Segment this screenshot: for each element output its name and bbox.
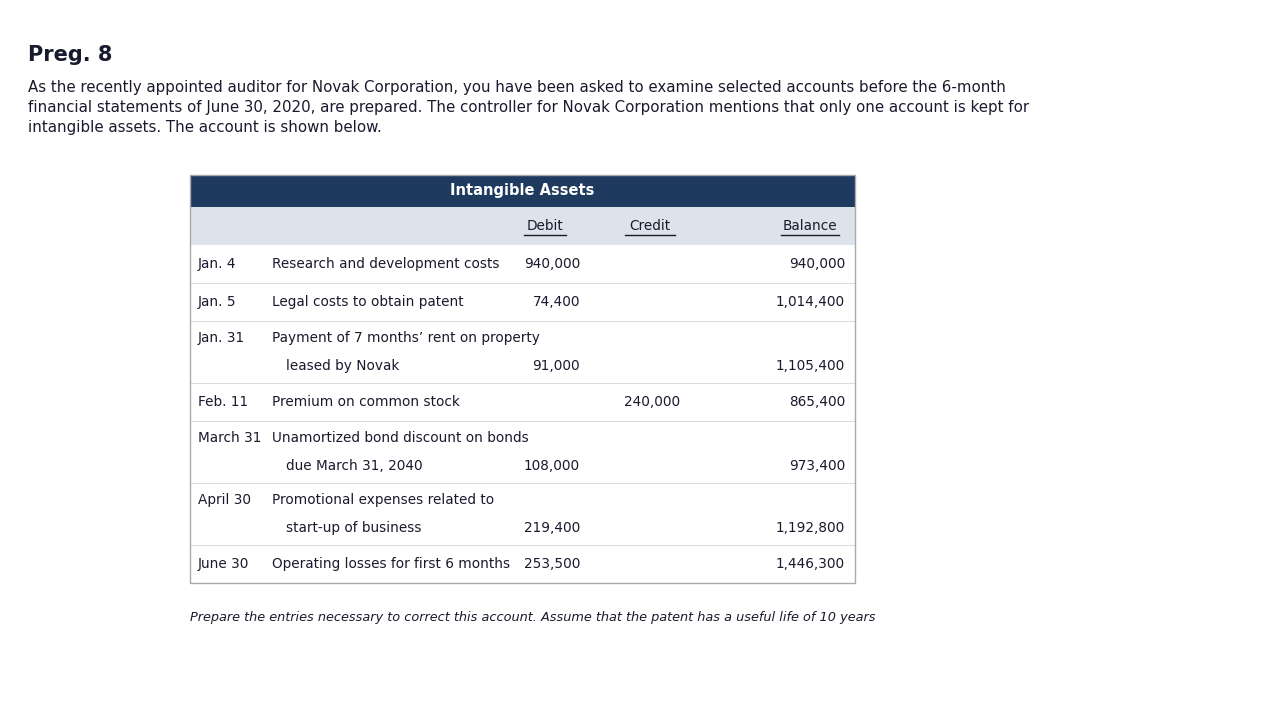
Text: As the recently appointed auditor for Novak Corporation, you have been asked to : As the recently appointed auditor for No… bbox=[28, 80, 1006, 95]
Text: 74,400: 74,400 bbox=[532, 295, 580, 309]
Text: start-up of business: start-up of business bbox=[285, 521, 421, 535]
Text: Balance: Balance bbox=[782, 219, 837, 233]
Text: intangible assets. The account is shown below.: intangible assets. The account is shown … bbox=[28, 120, 381, 135]
FancyBboxPatch shape bbox=[189, 175, 855, 207]
Text: Jan. 4: Jan. 4 bbox=[198, 257, 237, 271]
Text: June 30: June 30 bbox=[198, 557, 250, 571]
Text: April 30: April 30 bbox=[198, 493, 251, 508]
Text: 1,446,300: 1,446,300 bbox=[776, 557, 845, 571]
FancyBboxPatch shape bbox=[189, 321, 855, 383]
Text: 1,014,400: 1,014,400 bbox=[776, 295, 845, 309]
Text: leased by Novak: leased by Novak bbox=[285, 359, 399, 373]
Text: Jan. 31: Jan. 31 bbox=[198, 331, 246, 346]
Text: Preg. 8: Preg. 8 bbox=[28, 45, 113, 65]
Text: Debit: Debit bbox=[526, 219, 563, 233]
Text: 91,000: 91,000 bbox=[532, 359, 580, 373]
Text: due March 31, 2040: due March 31, 2040 bbox=[285, 459, 422, 472]
Text: Jan. 5: Jan. 5 bbox=[198, 295, 237, 309]
Text: Intangible Assets: Intangible Assets bbox=[451, 184, 595, 199]
Text: 253,500: 253,500 bbox=[524, 557, 580, 571]
Text: 1,192,800: 1,192,800 bbox=[776, 521, 845, 535]
Text: Payment of 7 months’ rent on property: Payment of 7 months’ rent on property bbox=[273, 331, 540, 346]
Text: 1,105,400: 1,105,400 bbox=[776, 359, 845, 373]
Text: 219,400: 219,400 bbox=[524, 521, 580, 535]
FancyBboxPatch shape bbox=[189, 283, 855, 321]
Text: Unamortized bond discount on bonds: Unamortized bond discount on bonds bbox=[273, 431, 529, 446]
Text: Promotional expenses related to: Promotional expenses related to bbox=[273, 493, 494, 508]
FancyBboxPatch shape bbox=[189, 245, 855, 283]
FancyBboxPatch shape bbox=[189, 545, 855, 583]
Text: March 31: March 31 bbox=[198, 431, 261, 446]
Text: financial statements of June 30, 2020, are prepared. The controller for Novak Co: financial statements of June 30, 2020, a… bbox=[28, 100, 1029, 115]
FancyBboxPatch shape bbox=[189, 483, 855, 545]
Text: 940,000: 940,000 bbox=[788, 257, 845, 271]
Text: Feb. 11: Feb. 11 bbox=[198, 395, 248, 409]
Text: 108,000: 108,000 bbox=[524, 459, 580, 472]
FancyBboxPatch shape bbox=[189, 383, 855, 421]
Text: 240,000: 240,000 bbox=[623, 395, 680, 409]
Text: Premium on common stock: Premium on common stock bbox=[273, 395, 460, 409]
FancyBboxPatch shape bbox=[189, 421, 855, 483]
Text: 940,000: 940,000 bbox=[524, 257, 580, 271]
FancyBboxPatch shape bbox=[189, 207, 855, 245]
Text: 973,400: 973,400 bbox=[788, 459, 845, 472]
Text: Legal costs to obtain patent: Legal costs to obtain patent bbox=[273, 295, 463, 309]
Text: Credit: Credit bbox=[630, 219, 671, 233]
Text: 865,400: 865,400 bbox=[788, 395, 845, 409]
Text: Research and development costs: Research and development costs bbox=[273, 257, 499, 271]
Text: Prepare the entries necessary to correct this account. Assume that the patent ha: Prepare the entries necessary to correct… bbox=[189, 611, 876, 624]
Text: Operating losses for first 6 months: Operating losses for first 6 months bbox=[273, 557, 511, 571]
